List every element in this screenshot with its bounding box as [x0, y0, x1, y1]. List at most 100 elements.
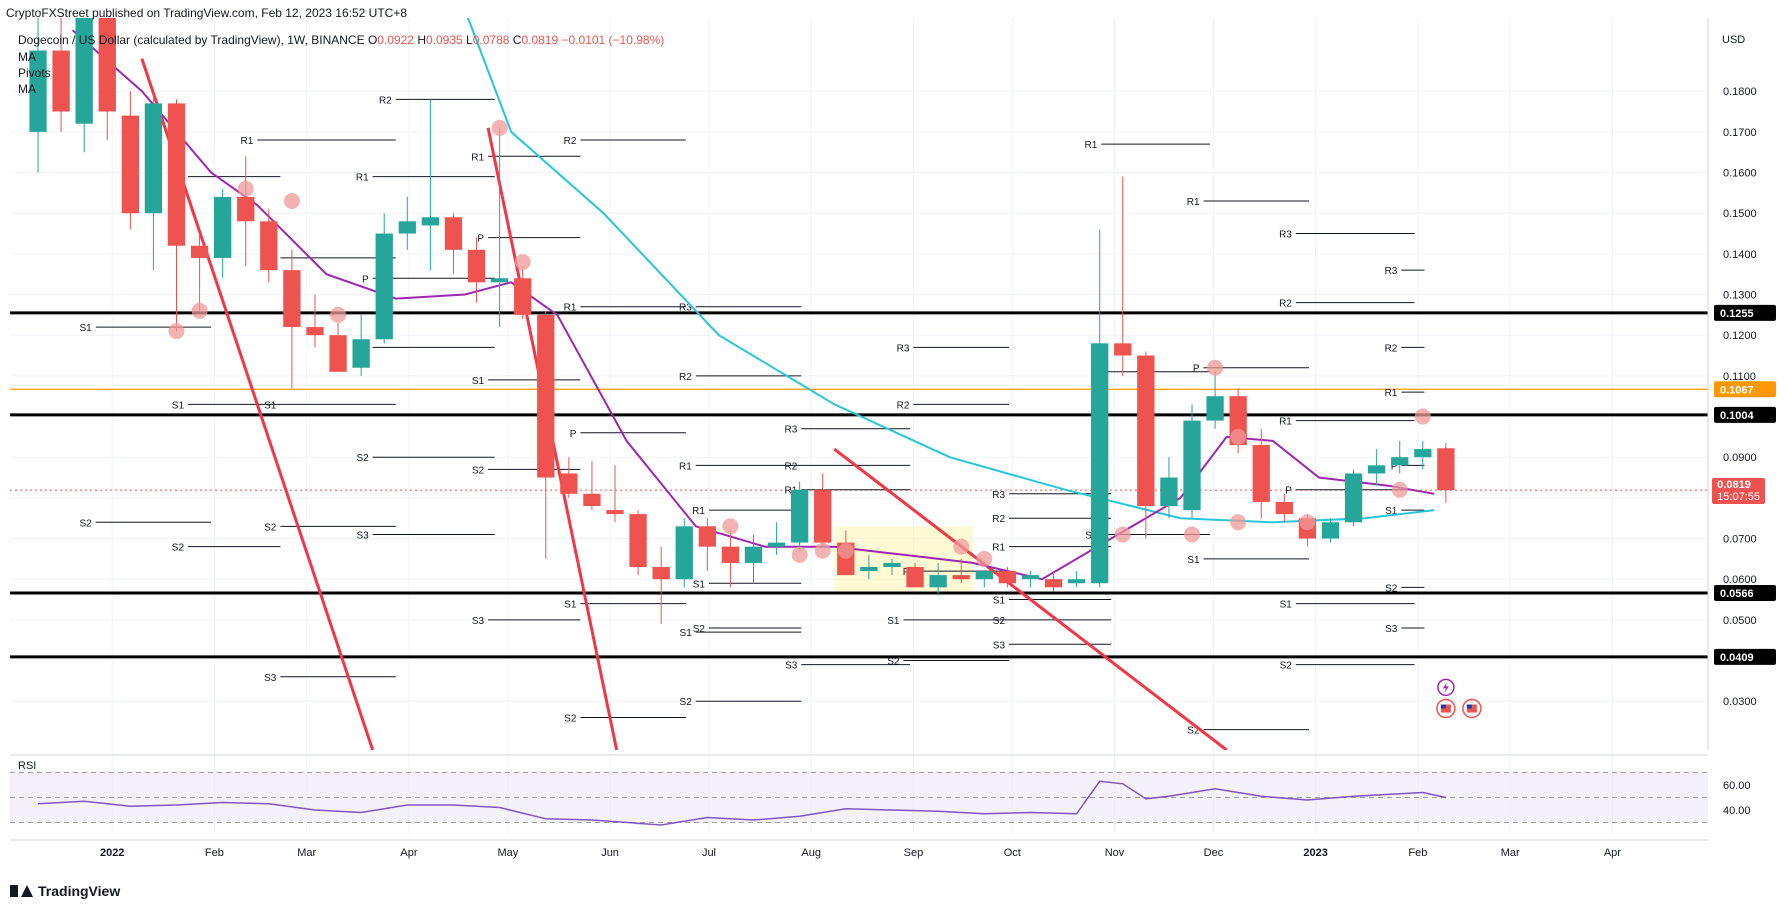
candle — [998, 567, 1017, 588]
candle-body — [1137, 355, 1155, 506]
candle-body — [790, 489, 809, 543]
event-icons[interactable] — [1436, 678, 1482, 719]
candle-body — [560, 473, 578, 494]
candle — [1391, 440, 1409, 474]
open-label: O — [367, 33, 378, 47]
candle — [1414, 440, 1432, 470]
pivot-label: P — [362, 274, 369, 285]
candle — [444, 213, 463, 275]
pivot-label: S1 — [564, 600, 577, 611]
candle-body — [675, 526, 693, 580]
candle — [29, 18, 47, 173]
highlight-box — [834, 526, 973, 592]
candle-body — [814, 489, 832, 543]
rsi-tick-label: 60.00 — [1723, 780, 1751, 792]
pivot-label: R1 — [471, 152, 484, 163]
candle — [1067, 571, 1086, 588]
candle-body — [444, 217, 463, 250]
pivot-label: S2 — [356, 453, 369, 464]
price-tick-label: 0.1400 — [1723, 249, 1757, 261]
highlight-box-layer — [834, 526, 973, 592]
tradingview-logo[interactable]: TradingView — [10, 883, 120, 899]
price-tick-label: 0.0900 — [1723, 452, 1757, 464]
candle — [75, 18, 93, 153]
pivot-label: R1 — [356, 173, 369, 184]
candle — [352, 314, 370, 376]
low-value: 0.0788 — [472, 33, 510, 47]
indicator-pivots[interactable]: Pivots — [18, 66, 51, 80]
candle-body — [1414, 449, 1432, 458]
touch-circle — [283, 193, 300, 209]
price-tick-label: 0.0700 — [1723, 534, 1757, 546]
candle — [98, 18, 116, 140]
touch-circles — [168, 119, 1431, 567]
publisher-header: CryptoFXStreet published on TradingView.… — [6, 6, 408, 20]
close-value: 0.0819 — [521, 33, 559, 47]
candle-body — [352, 339, 370, 368]
indicator-ma-2[interactable]: MA — [18, 82, 36, 96]
candles[interactable] — [29, 0, 1455, 624]
candle-body — [514, 278, 532, 315]
time-tick-label: May — [497, 847, 518, 859]
lightning-icon — [1442, 682, 1449, 693]
pivot-label: R3 — [1279, 230, 1292, 241]
candle — [1021, 571, 1040, 588]
indicator-ma-1[interactable]: MA — [18, 50, 36, 64]
pivot-label: S3 — [1385, 624, 1398, 635]
candle — [744, 534, 763, 584]
candle-body — [767, 542, 786, 547]
price-tick-label: 0.0600 — [1723, 574, 1757, 586]
rsi-label[interactable]: RSI — [18, 760, 37, 772]
candle-body — [237, 196, 255, 222]
touch-circle — [330, 306, 347, 323]
candle — [814, 473, 832, 547]
candle-body — [721, 546, 740, 563]
candle — [1437, 442, 1455, 503]
candle-body — [260, 221, 278, 271]
candle — [144, 91, 163, 271]
pivot-label: S2 — [472, 465, 485, 476]
candle — [1114, 176, 1132, 376]
pivot-label: R3 — [785, 425, 798, 436]
price-tick-label: 0.1100 — [1723, 371, 1756, 383]
candle — [167, 99, 186, 332]
candle-body — [306, 327, 324, 336]
tradingview-brand: TradingView — [38, 883, 121, 899]
pivot-label: S3 — [356, 530, 369, 541]
pivot-label: R3 — [897, 343, 910, 354]
ma-fast-line — [71, 29, 1435, 581]
candle-body — [75, 18, 93, 124]
touch-circle — [791, 546, 808, 563]
candle-body — [1160, 477, 1178, 506]
candle — [583, 461, 601, 511]
level-price-label: 0.1004 — [1720, 410, 1755, 422]
candle — [790, 481, 809, 551]
ma-slow-line — [466, 18, 1435, 524]
pivot-label: R2 — [1385, 343, 1398, 354]
candle — [860, 554, 878, 580]
pivot-label: R1 — [992, 543, 1005, 554]
candle-body — [975, 571, 993, 580]
candle-body — [490, 278, 509, 283]
candle-body — [583, 493, 601, 506]
pivot-label: S1 — [680, 628, 693, 639]
candle-body — [998, 571, 1017, 584]
touch-circle — [1207, 359, 1224, 376]
moving-averages — [71, 18, 1435, 581]
current-price-value: 0.0819 — [1717, 479, 1751, 491]
level-price-badge — [1714, 648, 1776, 665]
pivot-label: S2 — [1280, 661, 1293, 672]
candle — [467, 237, 486, 303]
candle-body — [952, 575, 970, 580]
pivot-label: S1 — [693, 579, 706, 590]
candle-body — [214, 196, 232, 258]
candle — [1091, 229, 1109, 588]
candle — [1321, 518, 1340, 543]
pivot-label: S1 — [472, 376, 485, 387]
candle-body — [1067, 579, 1086, 584]
symbol-title[interactable]: Dogecoin / US Dollar (calculated by Trad… — [18, 33, 365, 47]
tradingview-logo-icon — [10, 885, 33, 897]
time-tick-label: Dec — [1204, 847, 1224, 859]
touch-circle — [1230, 514, 1247, 531]
